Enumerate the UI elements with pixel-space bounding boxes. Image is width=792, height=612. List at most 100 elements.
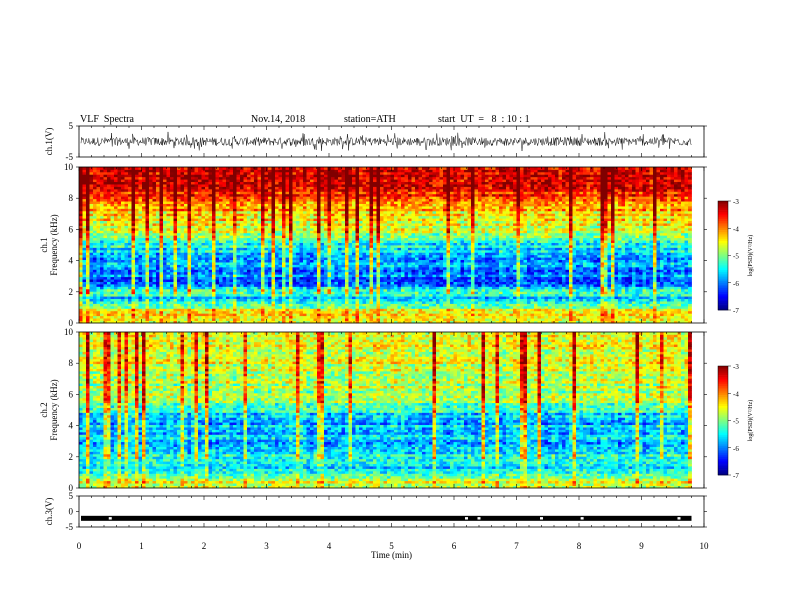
spec1-cell [170,227,174,231]
spec1-cell [159,308,164,312]
spec1-cell [131,266,136,270]
spec1-cell [303,264,307,268]
spec1-cell [264,235,269,239]
spec1-cell [145,269,150,273]
spec1-cell [310,167,314,170]
spec1-cell [117,191,122,195]
spec1-cell [254,201,258,204]
spec1-cell [299,215,304,219]
spec1-cell [229,198,234,202]
spec1-cell [222,176,227,180]
spec1-cell [114,296,118,300]
spec1-cell [327,276,332,280]
spec1-cell [257,237,262,241]
spec1-cell [86,176,90,180]
spec1-cell [131,208,136,212]
spec1-cell [89,269,94,273]
spec1-cell [278,181,283,185]
spec1-cell [110,235,115,239]
spec1-cell [254,247,258,251]
spec1-cell [184,301,188,304]
spec1-cell [254,176,258,180]
spec1-cell [320,235,325,239]
spec1-cell [89,232,94,236]
spec1-cell [341,252,346,256]
spec1-cell [107,249,111,253]
spec1-cell [86,293,90,297]
spec1-cell [341,279,346,282]
spec1-cell [306,288,311,292]
spec1-cell [229,262,234,265]
spec1-cell [341,237,346,241]
spec1-cell [152,257,157,261]
spec1-cell [93,181,97,185]
spec1-cell [79,220,83,224]
spec1-cell [156,310,160,314]
spec1-cell [233,305,237,309]
spec1-cell [184,215,188,219]
spec1-cell [296,188,300,192]
spec1-cell [201,259,206,263]
spec1-cell [89,257,94,261]
spec1-cell [233,262,237,265]
spec1-cell [292,232,297,236]
spec1-cell [93,308,97,312]
spec1-cell [257,223,262,226]
spec1-cell [334,313,339,317]
spec1-cell [184,193,188,197]
spec1-cell [215,298,220,302]
spec1-cell [194,198,199,202]
spec1-cell [282,303,286,307]
spec1-cell [243,313,248,317]
spec1-cell [327,208,332,212]
spec1-cell [180,313,185,317]
spec1-cell [257,303,262,307]
spec1-cell [257,191,262,195]
spec1-cell [79,206,83,209]
spec1-cell [184,269,188,273]
spec1-cell [285,284,290,287]
spec1-cell [247,203,251,207]
spec1-cell [131,247,136,251]
spec1-cell [257,169,262,173]
spec1-cell [121,262,125,265]
spec1-cell [100,305,104,309]
spec1-cell [135,262,139,265]
spec1-cell [208,193,213,197]
spec1-cell [149,305,153,309]
spec1-cell [159,247,164,251]
spec1-cell [93,315,97,319]
spec1-cell [93,276,97,280]
spec1-cell [184,237,188,241]
spec1-cell [131,254,136,258]
spec1-cell [198,193,202,197]
spec1-cell [250,259,255,263]
spec1-cell [89,286,94,290]
spec1-cell [89,223,94,226]
spec1-cell [289,320,293,324]
spec1-cell [306,208,311,212]
spec1-cell [135,176,139,180]
spec1-cell [285,288,290,292]
spec1-cell [338,286,342,290]
spec1-cell [289,210,293,214]
spec1-cell [236,269,241,273]
spec1-cell [156,201,160,204]
spec1-cell [107,291,111,295]
spec1-cell [194,242,199,246]
spec1-cell [198,179,202,183]
spec1-cell [310,210,314,214]
spec1-cell [243,298,248,302]
spec1-cell [124,284,129,287]
spec1-cell [282,201,286,204]
spec1-cell [198,208,202,212]
spec1-cell [208,191,213,195]
spec1-cell [282,288,286,292]
spec1-cell [89,296,94,300]
spec1-cell [282,315,286,319]
spec1-cell [194,284,199,287]
spec1-cell [303,284,307,287]
spec1-cell [208,284,213,287]
spec1-cell [303,237,307,241]
spec1-cell [114,196,118,200]
